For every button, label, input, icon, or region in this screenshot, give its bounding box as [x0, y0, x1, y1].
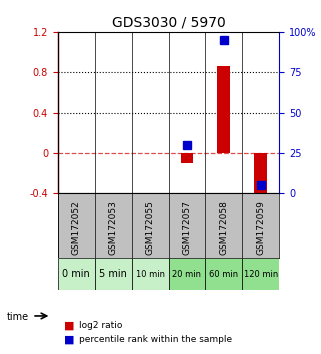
Text: GSM172055: GSM172055 — [145, 200, 155, 255]
Text: 0 min: 0 min — [62, 269, 90, 279]
Bar — [95, 258, 132, 290]
Text: ■: ■ — [64, 321, 75, 331]
Text: log2 ratio: log2 ratio — [79, 321, 122, 330]
Bar — [217, 66, 230, 153]
Text: ■: ■ — [64, 335, 75, 345]
Text: GSM172057: GSM172057 — [182, 200, 192, 255]
Text: GSM172058: GSM172058 — [219, 200, 229, 255]
Text: percentile rank within the sample: percentile rank within the sample — [79, 335, 232, 344]
Text: 10 min: 10 min — [135, 270, 165, 279]
Text: GSM172059: GSM172059 — [256, 200, 265, 255]
Text: 120 min: 120 min — [244, 270, 278, 279]
Bar — [254, 153, 267, 194]
Title: GDS3030 / 5970: GDS3030 / 5970 — [112, 15, 225, 29]
Text: 20 min: 20 min — [172, 270, 202, 279]
Text: time: time — [6, 312, 29, 322]
Text: 5 min: 5 min — [99, 269, 127, 279]
Text: GSM172053: GSM172053 — [108, 200, 118, 255]
Text: GSM172052: GSM172052 — [72, 200, 81, 255]
Bar — [58, 258, 95, 290]
Bar — [132, 258, 169, 290]
Bar — [169, 258, 205, 290]
Text: 60 min: 60 min — [209, 270, 239, 279]
Bar — [180, 153, 194, 163]
Bar — [205, 258, 242, 290]
Bar — [242, 258, 279, 290]
